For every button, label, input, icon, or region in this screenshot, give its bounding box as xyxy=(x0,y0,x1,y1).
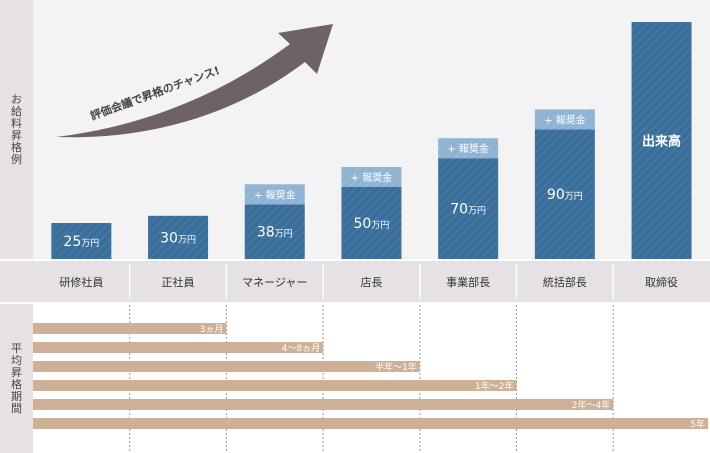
period-label: 半年～1年 xyxy=(375,361,417,373)
salary-bar-texture xyxy=(438,158,499,259)
position-band xyxy=(0,261,710,302)
bonus-label: + 報奨金 xyxy=(351,171,393,184)
bonus-cap-texture xyxy=(534,109,595,130)
position-name: 研修社員 xyxy=(59,275,103,289)
salary-value-label: 30万円 xyxy=(160,230,196,246)
period-label: 3ヵ月 xyxy=(200,324,224,335)
period-bar xyxy=(33,342,324,353)
position-name: 事業部長 xyxy=(446,275,490,289)
bonus-cap-texture xyxy=(341,167,402,187)
period-bar xyxy=(33,418,708,429)
salary-value-label: 70万円 xyxy=(450,202,486,218)
salary-bar-texture xyxy=(341,187,402,259)
salary-bar-texture xyxy=(244,204,305,259)
period-bar xyxy=(33,361,420,372)
salary-value-label: 50万円 xyxy=(354,216,390,232)
period-bar xyxy=(33,399,614,410)
salary-bar-texture xyxy=(631,22,692,259)
salary-bar-texture xyxy=(51,223,112,259)
period-label: 1年～2年 xyxy=(475,380,513,392)
salary-bar-texture xyxy=(534,129,595,259)
salary-value-label: 出来高 xyxy=(642,134,681,150)
bonus-label: + 報奨金 xyxy=(254,188,296,201)
bonus-cap-texture xyxy=(244,184,305,205)
bonus-label: + 報奨金 xyxy=(447,142,489,155)
salary-bar-texture xyxy=(148,215,209,259)
period-label: 2年～4年 xyxy=(572,399,610,411)
position-name: マネージャー xyxy=(242,276,307,289)
bonus-label: + 報奨金 xyxy=(544,113,586,126)
bonus-cap-texture xyxy=(438,138,499,159)
position-name: 取締役 xyxy=(645,275,678,289)
period-bar xyxy=(33,323,227,334)
period-label: 5年 xyxy=(690,418,705,430)
promotion-period-label: 平均昇格期間 xyxy=(0,304,33,453)
position-name: 正社員 xyxy=(162,275,195,289)
salary-value-label: 90万円 xyxy=(547,187,583,203)
position-name: 店長 xyxy=(360,275,382,289)
period-label: 4～8ヵ月 xyxy=(282,343,320,354)
salary-value-label: 38万円 xyxy=(257,225,293,241)
promotion-arrow xyxy=(56,24,333,138)
position-name: 統括部長 xyxy=(543,275,587,289)
salary-value-label: 25万円 xyxy=(63,234,99,250)
period-bar xyxy=(33,380,517,391)
salary-example-label: お給料昇格例 xyxy=(0,0,33,259)
